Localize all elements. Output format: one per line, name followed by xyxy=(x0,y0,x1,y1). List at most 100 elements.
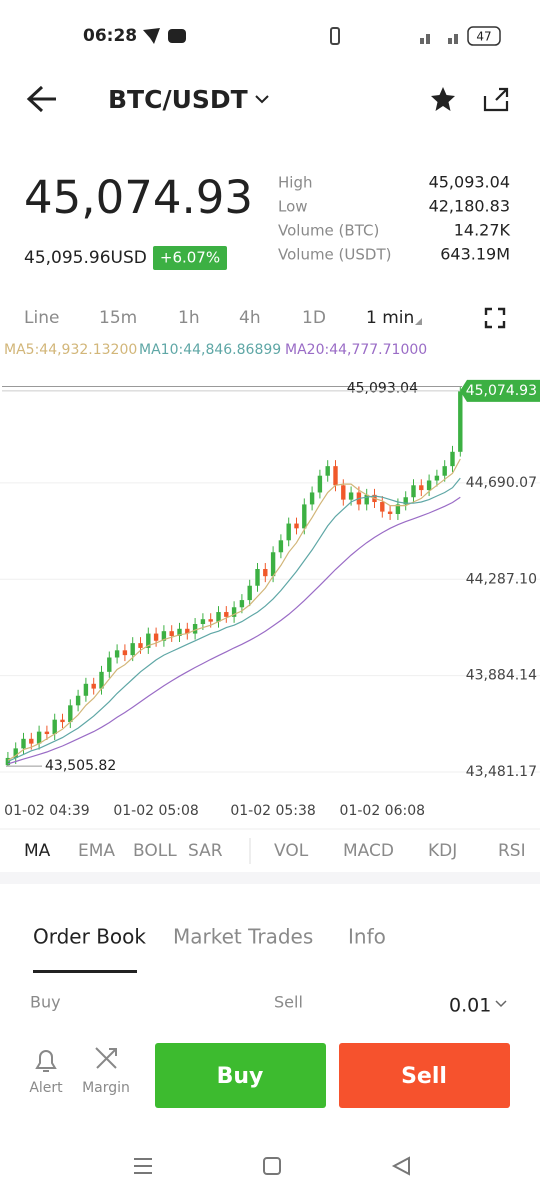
candle-body xyxy=(255,568,260,586)
y-tick-label: 44,287.10 xyxy=(466,571,537,587)
nav-home[interactable] xyxy=(263,1157,281,1175)
order-book-sell: Sell xyxy=(274,993,303,1012)
stat-label: Low xyxy=(278,198,308,216)
candle-body xyxy=(458,390,463,452)
back-button[interactable] xyxy=(26,85,56,113)
candle-body xyxy=(294,523,299,529)
nav-menu[interactable] xyxy=(134,1158,152,1174)
stat-value: 643.19M xyxy=(440,245,510,264)
low-label: 43,505.82 xyxy=(45,758,116,774)
candle-body xyxy=(75,695,81,706)
fullscreen-button[interactable] xyxy=(484,307,506,329)
candle-body xyxy=(68,705,73,723)
section-gap xyxy=(0,872,540,884)
ma-line xyxy=(7,458,461,761)
buy-button[interactable] xyxy=(155,1043,326,1108)
battery xyxy=(467,26,501,46)
indicator-tab[interactable]: KDJ xyxy=(428,841,457,861)
candle-body xyxy=(411,485,416,498)
usd-price: 45,095.96USD xyxy=(24,248,147,268)
interval-dropdown[interactable] xyxy=(415,318,422,325)
candle-body xyxy=(302,504,307,529)
change-percent: +6.07% xyxy=(160,249,220,267)
stat-label: Volume (USDT) xyxy=(278,246,391,264)
candle-body xyxy=(317,475,323,493)
indicator-tab[interactable]: SAR xyxy=(188,841,223,861)
interval-tab[interactable]: Line xyxy=(24,308,59,328)
alert-icon[interactable] xyxy=(35,1050,57,1072)
ma-legend-item: MA5:44,932.13200 xyxy=(4,342,137,358)
order-tab[interactable]: Info xyxy=(348,925,386,949)
sell-label[interactable]: Sell xyxy=(401,1064,447,1089)
candle-body xyxy=(333,466,338,486)
pair-dropdown[interactable] xyxy=(255,95,269,104)
action-label[interactable]: Margin xyxy=(82,1080,130,1096)
candle-body xyxy=(161,631,167,641)
buy-label[interactable]: Buy xyxy=(217,1064,264,1089)
x-tick-label: 01-02 04:39 xyxy=(4,803,89,819)
indicator-tab[interactable]: BOLL xyxy=(133,841,177,861)
precision-select[interactable]: 0.01 xyxy=(449,995,491,1017)
candle-body xyxy=(177,628,182,636)
candle-body xyxy=(450,451,455,467)
nav-back[interactable] xyxy=(391,1156,410,1176)
order-book-buy: Buy xyxy=(30,993,61,1012)
share-button[interactable] xyxy=(483,87,509,112)
candle-body xyxy=(395,504,401,514)
youtube-icon xyxy=(168,29,186,43)
candle-body xyxy=(208,619,213,622)
sell-button[interactable] xyxy=(339,1043,510,1108)
status-time: 06:28 xyxy=(83,26,137,46)
interval-tab[interactable]: 1 min xyxy=(366,308,414,328)
candle-body xyxy=(52,719,57,735)
indicator-tab[interactable]: RSI xyxy=(498,841,526,861)
candle-body xyxy=(387,511,393,514)
ma-legend-item: MA20:44,777.71000 xyxy=(285,342,427,358)
candle-body xyxy=(138,643,143,648)
interval-tab[interactable]: 1h xyxy=(178,308,200,328)
candle-body xyxy=(44,731,50,735)
ma-line xyxy=(7,496,461,765)
battery-level: 47 xyxy=(476,30,491,44)
order-tab[interactable]: Market Trades xyxy=(173,925,313,949)
candle-body xyxy=(341,485,346,500)
candle-body xyxy=(426,480,432,491)
candle-body xyxy=(309,492,315,505)
candle-body xyxy=(192,624,198,634)
candle-body xyxy=(348,492,354,500)
indicator-tab[interactable]: MA xyxy=(24,841,51,861)
precision-dropdown[interactable] xyxy=(495,1000,507,1008)
candle-body xyxy=(364,494,369,505)
candle-body xyxy=(185,628,190,634)
indicator-tab[interactable]: EMA xyxy=(78,841,115,861)
y-tick-label: 44,690.07 xyxy=(466,475,537,491)
candle-body xyxy=(200,619,206,625)
interval-tab[interactable]: 4h xyxy=(239,308,261,328)
candle-body xyxy=(114,650,120,658)
action-label[interactable]: Alert xyxy=(29,1080,63,1096)
candle-body xyxy=(107,657,112,672)
candle-body xyxy=(216,612,221,622)
candle-body xyxy=(91,683,96,689)
indicator-tab[interactable]: MACD xyxy=(343,841,394,861)
interval-tab[interactable]: 15m xyxy=(99,308,137,328)
candle-body xyxy=(13,748,18,758)
last-price: 45,074.93 xyxy=(24,171,253,224)
candle-body xyxy=(29,738,34,744)
interval-tab[interactable]: 1D xyxy=(302,308,326,328)
last-price-label: 45,074.93 xyxy=(466,383,537,399)
candle-body xyxy=(224,612,229,617)
indicator-tab[interactable]: VOL xyxy=(274,841,309,861)
candle-body xyxy=(247,585,252,601)
change-badge xyxy=(153,246,227,270)
favorite-button[interactable] xyxy=(431,87,455,111)
order-tab[interactable]: Order Book xyxy=(33,925,146,949)
candle-body xyxy=(263,568,268,577)
candle-body xyxy=(153,633,159,641)
ma-legend-item: MA10:44,846.86899 xyxy=(139,342,281,358)
pair-title[interactable]: BTC/USDT xyxy=(108,85,248,114)
y-tick-label: 43,481.17 xyxy=(466,764,537,780)
margin-icon[interactable] xyxy=(95,1047,117,1069)
candle-body xyxy=(325,466,330,476)
